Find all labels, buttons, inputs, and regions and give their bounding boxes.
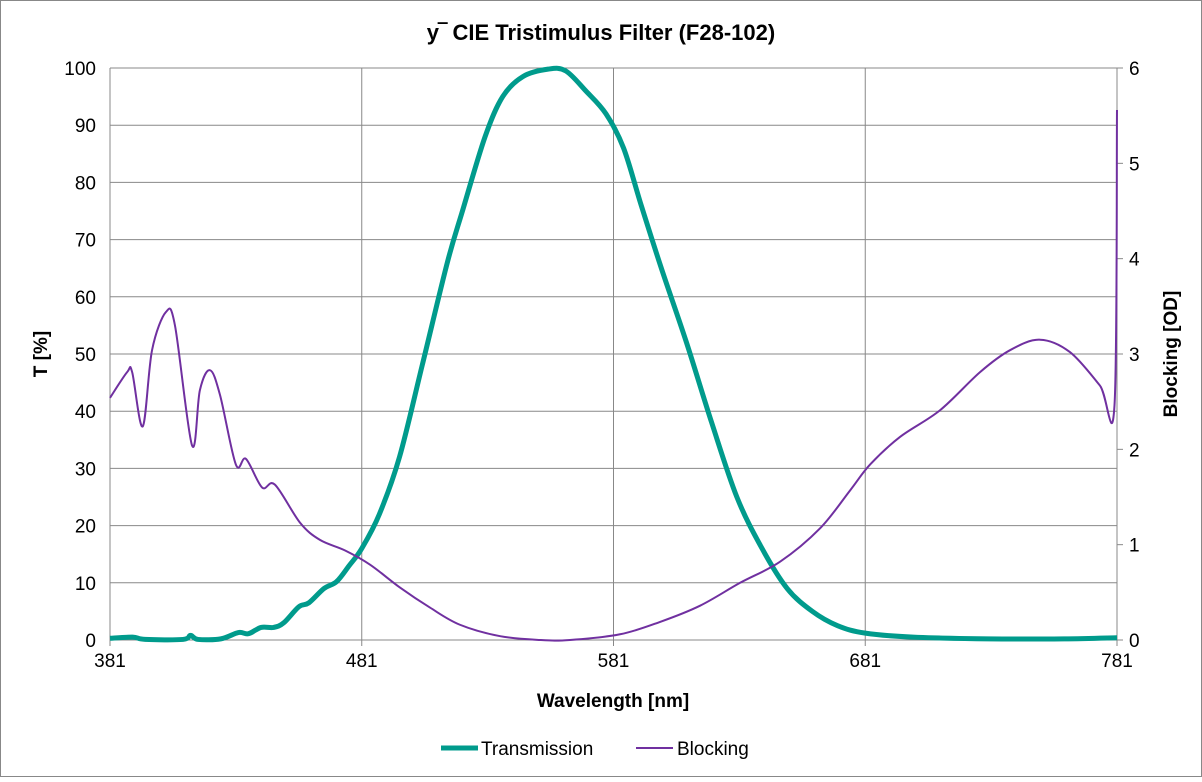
y2-tick-label: 0	[1129, 631, 1140, 652]
y-tick-label: 30	[75, 459, 96, 480]
x-tick-label: 781	[1101, 651, 1133, 672]
y2-tick-label: 1	[1129, 536, 1140, 557]
x-tick-label: 581	[598, 651, 630, 672]
y-tick-label: 60	[75, 288, 96, 309]
y2-tick-label: 6	[1129, 59, 1140, 80]
y2-tick-label: 3	[1129, 345, 1140, 366]
y2-axis-label: Blocking [OD]	[1161, 291, 1182, 418]
series-line-transmission	[109, 65, 1118, 643]
legend: Transmission Blocking	[441, 739, 749, 760]
x-tick-label: 381	[94, 651, 126, 672]
y2-tick-label: 2	[1129, 440, 1140, 461]
y-axis-label: T [%]	[31, 331, 52, 377]
y-tick-label: 100	[64, 59, 96, 80]
y2-tick-label: 5	[1129, 154, 1140, 175]
y2-tick-label: 4	[1129, 250, 1140, 271]
chart-title: y‾ CIE Tristimulus Filter (F28-102)	[427, 20, 775, 45]
series-line-blocking	[109, 109, 1118, 642]
y-tick-label: 50	[75, 345, 96, 366]
y-tick-label: 0	[85, 631, 96, 652]
y-tick-label: 70	[75, 231, 96, 252]
legend-label-blocking: Blocking	[677, 739, 749, 760]
y-tick-label: 20	[75, 517, 96, 538]
x-tick-label: 681	[849, 651, 881, 672]
legend-label-transmission: Transmission	[481, 739, 593, 760]
y-tick-label: 10	[75, 574, 96, 595]
x-axis-label: Wavelength [nm]	[537, 691, 689, 712]
x-tick-label: 481	[346, 651, 378, 672]
y-tick-label: 90	[75, 116, 96, 137]
y-tick-label: 80	[75, 173, 96, 194]
y-tick-label: 40	[75, 402, 96, 423]
